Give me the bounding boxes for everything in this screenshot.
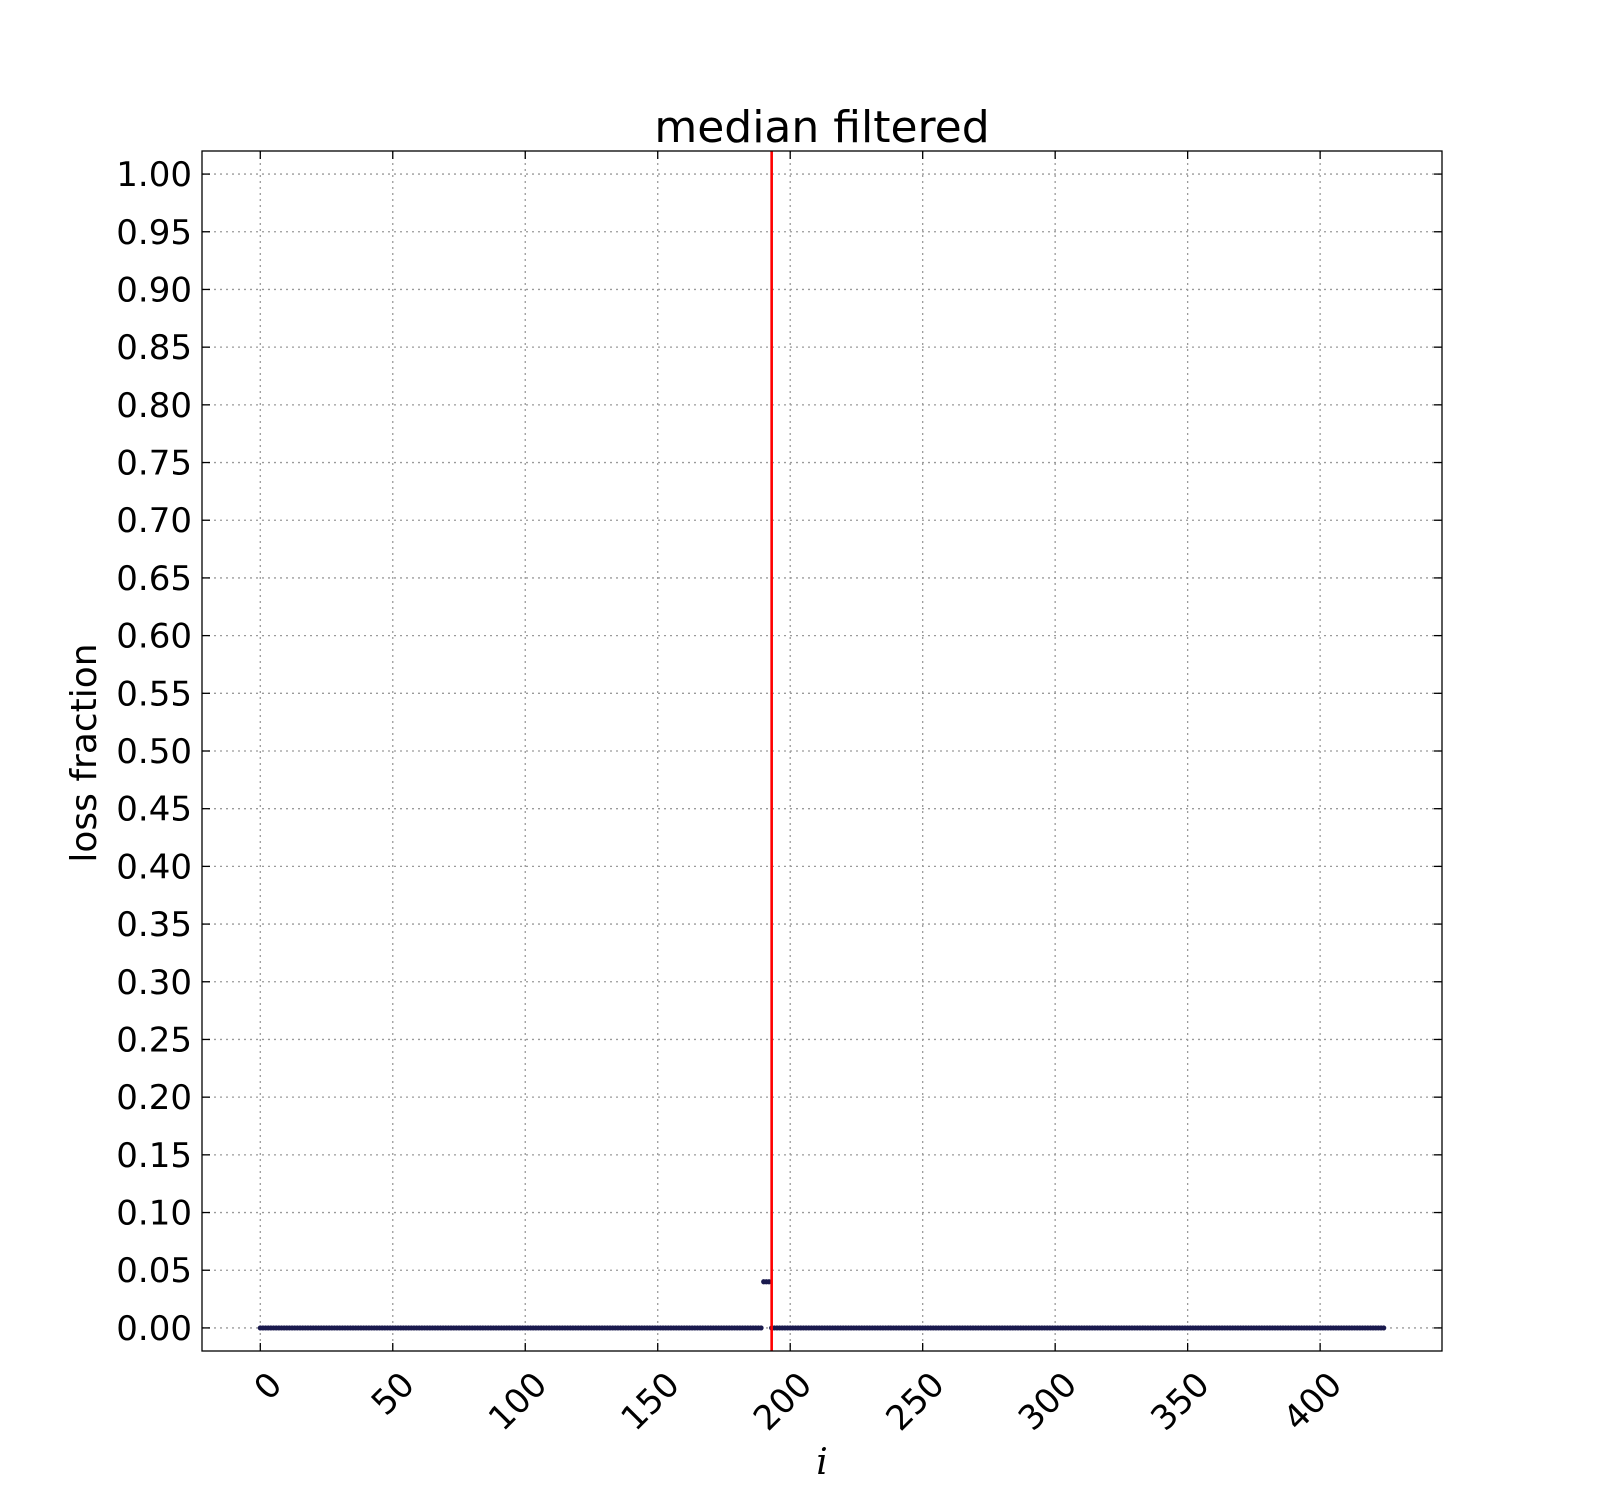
y-tick-label: 0.90 — [116, 270, 192, 310]
chart-title: median filtered — [654, 102, 989, 153]
y-tick-label: 0.10 — [116, 1194, 192, 1234]
y-tick-label: 0.00 — [116, 1309, 192, 1349]
data-point — [1381, 1325, 1387, 1331]
y-axis-label: loss fraction — [64, 643, 105, 862]
data-point — [758, 1325, 764, 1331]
y-tick-label: 0.30 — [116, 963, 192, 1003]
y-tick-label: 0.75 — [116, 444, 192, 484]
y-tick-label: 0.95 — [116, 213, 192, 253]
y-tick-label: 0.50 — [116, 732, 192, 772]
y-tick-label: 0.45 — [116, 790, 192, 830]
y-tick-label: 0.35 — [116, 905, 192, 945]
grid-layer — [202, 151, 1442, 1351]
y-tick-label: 0.80 — [116, 386, 192, 426]
y-tick-label: 0.40 — [116, 847, 192, 887]
y-tick-label: 0.55 — [116, 674, 192, 714]
y-tick-label: 0.65 — [116, 559, 192, 599]
y-tick-label: 0.05 — [116, 1251, 192, 1291]
y-tick-label: 0.25 — [116, 1020, 192, 1060]
y-tick-label: 0.15 — [116, 1136, 192, 1176]
y-tick-label: 1.00 — [116, 155, 192, 195]
plot-frame — [201, 150, 1443, 1352]
y-tick-label: 0.60 — [116, 617, 192, 657]
y-tick-label: 0.20 — [116, 1078, 192, 1118]
y-tick-label: 0.85 — [116, 328, 192, 368]
data-point — [766, 1279, 772, 1285]
data-layer — [257, 151, 1387, 1351]
y-tick-label: 0.70 — [116, 501, 192, 541]
x-axis-label: i — [816, 1442, 828, 1483]
